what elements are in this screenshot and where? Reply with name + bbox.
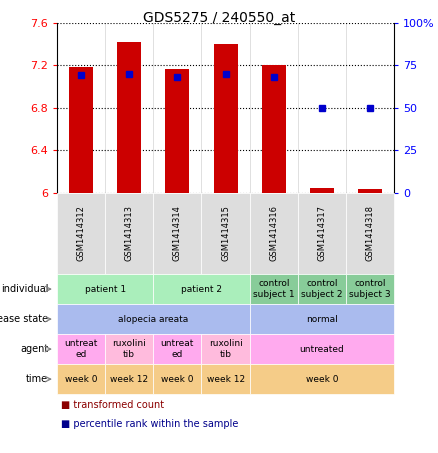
Text: ■ percentile rank within the sample: ■ percentile rank within the sample bbox=[61, 419, 239, 429]
Text: control
subject 1: control subject 1 bbox=[253, 280, 295, 299]
Text: alopecia areata: alopecia areata bbox=[118, 314, 188, 323]
Bar bbox=[261, 65, 286, 193]
Text: ruxolini
tib: ruxolini tib bbox=[208, 339, 243, 359]
Bar bbox=[358, 189, 382, 193]
Bar bbox=[117, 42, 141, 193]
Text: GSM1414312: GSM1414312 bbox=[77, 205, 85, 261]
Text: normal: normal bbox=[306, 314, 338, 323]
Text: control
subject 2: control subject 2 bbox=[301, 280, 343, 299]
Text: week 0: week 0 bbox=[306, 375, 338, 384]
Text: week 0: week 0 bbox=[65, 375, 97, 384]
Text: untreated: untreated bbox=[300, 345, 344, 354]
Text: disease state: disease state bbox=[0, 314, 48, 324]
Text: week 12: week 12 bbox=[110, 375, 148, 384]
Bar bbox=[69, 67, 93, 193]
Text: GDS5275 / 240550_at: GDS5275 / 240550_at bbox=[143, 11, 295, 25]
Text: GSM1414314: GSM1414314 bbox=[173, 205, 182, 261]
Text: GSM1414315: GSM1414315 bbox=[221, 205, 230, 261]
Text: GSM1414313: GSM1414313 bbox=[125, 205, 134, 261]
Text: week 0: week 0 bbox=[161, 375, 194, 384]
Bar bbox=[165, 69, 189, 193]
Text: time: time bbox=[26, 374, 48, 384]
Text: untreat
ed: untreat ed bbox=[161, 339, 194, 359]
Text: GSM1414317: GSM1414317 bbox=[318, 205, 326, 261]
Text: agent: agent bbox=[20, 344, 48, 354]
Text: ruxolini
tib: ruxolini tib bbox=[112, 339, 146, 359]
Text: ■ transformed count: ■ transformed count bbox=[61, 400, 164, 410]
Text: week 12: week 12 bbox=[206, 375, 245, 384]
Bar bbox=[310, 188, 334, 193]
Text: untreat
ed: untreat ed bbox=[64, 339, 98, 359]
Text: GSM1414316: GSM1414316 bbox=[269, 205, 278, 261]
Bar bbox=[213, 44, 237, 193]
Text: control
subject 3: control subject 3 bbox=[349, 280, 391, 299]
Text: patient 1: patient 1 bbox=[85, 284, 126, 294]
Text: patient 2: patient 2 bbox=[181, 284, 222, 294]
Text: individual: individual bbox=[1, 284, 48, 294]
Text: GSM1414318: GSM1414318 bbox=[366, 205, 374, 261]
